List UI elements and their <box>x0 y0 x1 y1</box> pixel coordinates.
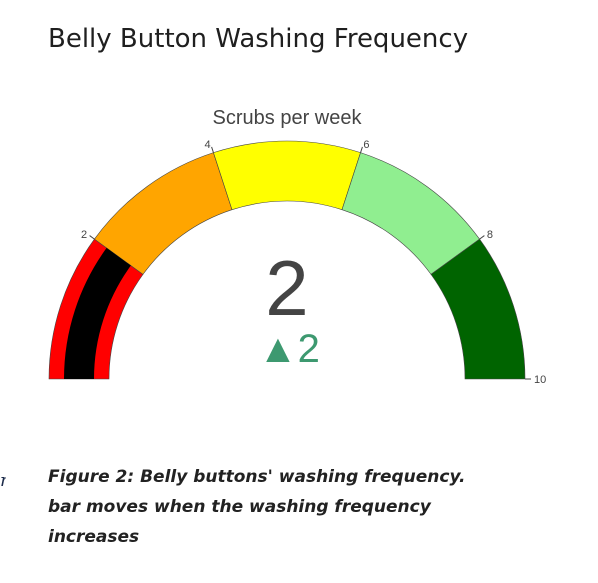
gauge-step-5 <box>430 238 526 380</box>
caption-line-2: bar moves when the washing frequency <box>48 497 431 517</box>
gauge-tick-2 <box>89 235 95 240</box>
gauge-tick-8 <box>479 235 485 240</box>
gauge-delta: ▲2 <box>258 327 320 371</box>
gauge-tick-label-2: 2 <box>81 229 87 241</box>
gauge-ticks: 2 4 6 8 10 <box>81 139 546 386</box>
gauge-step-3 <box>213 140 361 211</box>
gauge-tick-label-4: 4 <box>205 139 211 151</box>
gauge-chart: 2 4 6 8 10 Scrubs per week 2 ▲2 <box>48 107 546 386</box>
stray-glyph: n <box>0 470 6 492</box>
figure-caption: Figure 2: Belly buttons' washing frequen… <box>48 462 478 552</box>
caption-line-3: increases <box>48 527 140 547</box>
gauge-tick-label-6: 6 <box>363 139 369 151</box>
gauge-tick-6 <box>360 146 363 153</box>
gauge-tick-label-8: 8 <box>487 229 493 241</box>
gauge-value: 2 <box>265 244 308 332</box>
caption-line-1: Figure 2: Belly buttons' washing frequen… <box>48 467 466 487</box>
page-title: Belly Button Washing Frequency <box>48 24 469 54</box>
gauge-tick-4 <box>211 146 214 153</box>
gauge-bar <box>64 247 131 379</box>
gauge-tick-label-10: 10 <box>534 374 546 386</box>
gauge-bar-group <box>64 247 131 379</box>
gauge-title: Scrubs per week <box>213 107 363 129</box>
